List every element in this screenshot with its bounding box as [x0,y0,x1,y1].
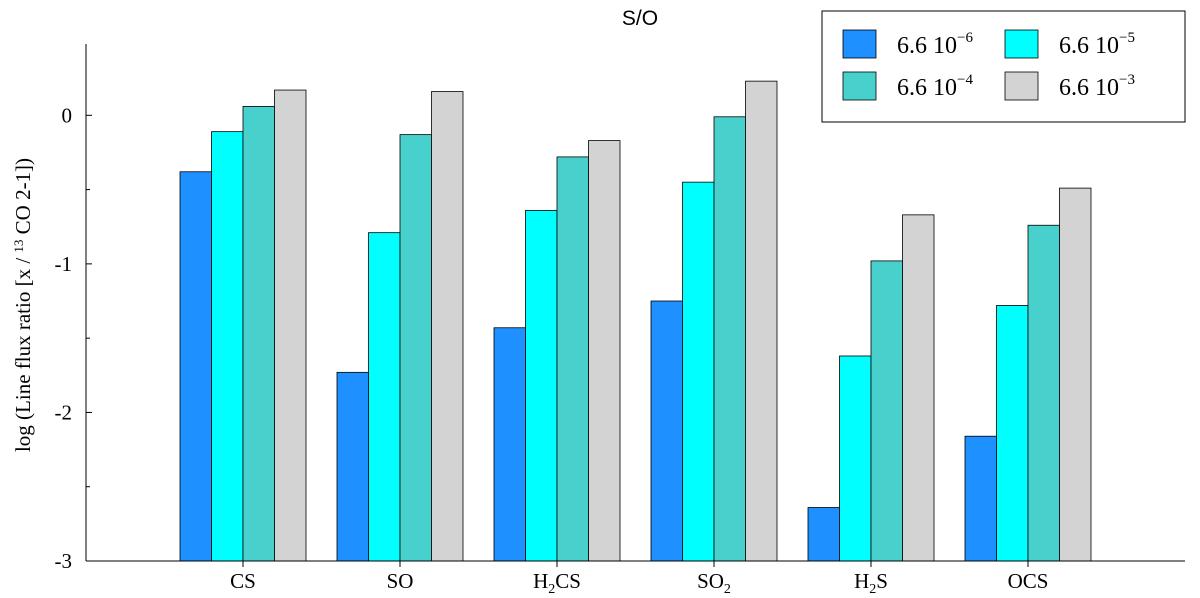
legend-label-base: 6.6 10 [1059,33,1119,59]
legend-frame [821,10,1186,123]
y-ticks-group: 0 -1 -2 -3 [55,103,92,573]
legend-label-2: 6.6 10−4 [897,72,973,101]
legend: 6.6 10−6 6.6 10−56.6 10−4 6.6 10−3 [821,10,1186,123]
chart-title: S/O [622,7,658,30]
x-ticks-group: CS SO H2CS SO2 H2S OCS [230,561,1048,597]
x-tick-label-base: SO [387,569,414,593]
bar-3-2 [713,116,746,562]
y-tick-label-1: -1 [55,252,73,276]
legend-label-base: 6.6 10 [897,33,957,59]
x-tick-label-tail: S [876,569,888,593]
legend-label-exp: −4 [957,72,973,88]
bar-0-2 [242,105,275,562]
x-tick-label-5: OCS [1008,569,1049,593]
x-tick-label-base: SO [697,569,724,593]
legend-swatch-3 [1004,71,1039,101]
legend-label-exp: −3 [1119,72,1135,88]
legend-swatch-0 [842,29,877,59]
y-axis-label: log (Line flux ratio [x / 13 CO 2-1]) [11,158,36,452]
x-tick-label-base: H [854,569,869,593]
bar-2-0 [493,327,526,562]
x-tick-label-2: H2CS [533,569,581,597]
x-tick-label-sub: 2 [548,582,555,597]
bar-0-3 [274,89,307,562]
bar-2-2 [556,156,589,562]
bar-0-0 [179,171,212,562]
bar-2-1 [525,209,558,562]
y-tick-label-2: -2 [55,400,73,424]
bar-2-3 [588,140,621,562]
bar-1-3 [431,91,464,562]
x-tick-label-base: CS [230,569,256,593]
y-tick-label-3: -3 [55,549,73,573]
x-tick-label-3: SO2 [697,569,731,597]
x-tick-label-base: OCS [1008,569,1049,593]
bar-4-3 [902,214,935,562]
bar-4-0 [807,507,840,562]
legend-label-exp: −6 [957,30,973,46]
bar-5-3 [1059,187,1092,562]
y-axis-label-main: log (Line flux ratio [x / [11,253,35,452]
bar-5-0 [964,435,997,562]
x-tick-label-sub: 2 [869,582,876,597]
y-axis-label-sup: 13 [11,240,26,253]
x-tick-label-sub: 2 [724,582,731,597]
bar-3-0 [650,300,683,562]
bar-3-1 [682,181,715,562]
x-tick-label-0: CS [230,569,256,593]
legend-label-exp: −5 [1119,30,1135,46]
y-axis-label-tail: CO 2-1]) [11,158,35,240]
legend-label-base: 6.6 10 [897,75,957,101]
x-tick-label-tail: CS [555,569,581,593]
bars-group [179,80,1092,562]
x-tick-label-1: SO [387,569,414,593]
legend-swatch-1 [1004,29,1039,59]
legend-label-0: 6.6 10−6 [897,30,973,59]
x-tick-label-base: H [533,569,548,593]
legend-swatch-2 [842,71,877,101]
bar-5-2 [1027,224,1060,562]
x-tick-label-4: H2S [854,569,888,597]
legend-label-base: 6.6 10 [1059,75,1119,101]
y-tick-label-0: 0 [62,103,73,127]
bar-0-1 [211,131,244,562]
bar-1-1 [368,232,401,562]
bar-1-0 [336,371,369,562]
bar-3-3 [745,80,778,562]
bar-4-2 [870,260,903,562]
bar-5-1 [996,305,1029,562]
legend-label-1: 6.6 10−5 [1059,30,1135,59]
bar-4-1 [839,355,872,562]
legend-label-3: 6.6 10−3 [1059,72,1135,101]
bar-1-2 [399,134,432,562]
